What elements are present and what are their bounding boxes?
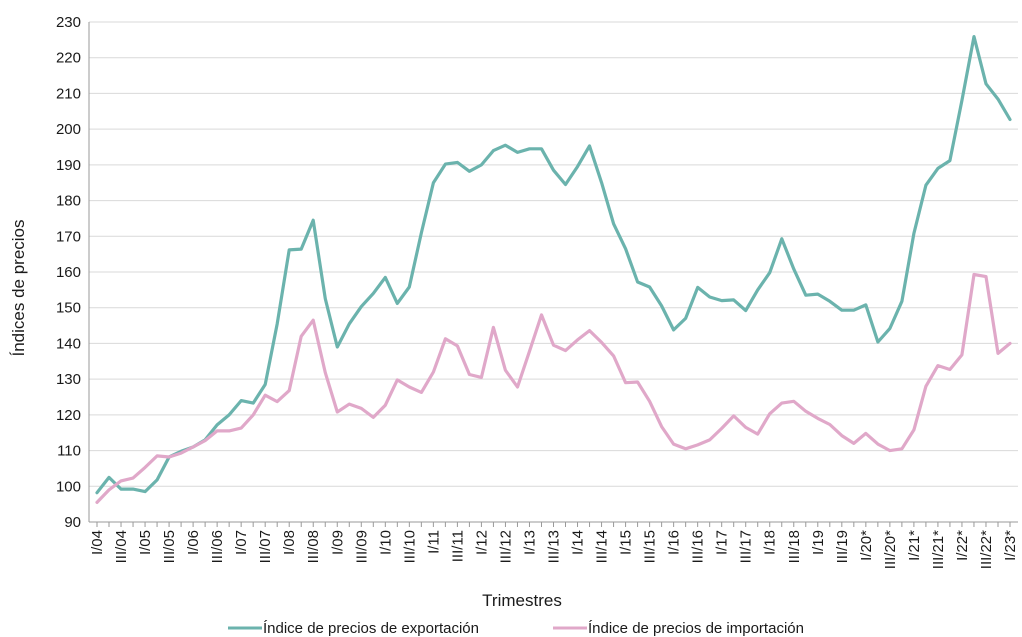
y-tick-label: 90 (64, 514, 81, 531)
y-tick-label: 200 (56, 121, 81, 138)
y-tick-label: 120 (56, 407, 81, 424)
legend-label-export: Índice de precios de exportación (263, 620, 479, 637)
x-tick-label: III/15 (642, 530, 659, 563)
x-tick-label: I/11 (425, 530, 442, 554)
y-tick-label: 220 (56, 50, 81, 67)
legend: Índice de precios de exportación Índice … (228, 620, 804, 637)
export-price-index-line (95, 34, 1012, 495)
series-lines (95, 34, 1012, 504)
x-tick-label: III/18 (786, 530, 803, 563)
y-tick-label: 190 (56, 157, 81, 174)
x-tick-label: III/07 (257, 530, 274, 563)
x-axis-title: Trimestres (482, 591, 562, 610)
y-gridlines (89, 21, 1018, 523)
x-tick-label: I/23* (1002, 530, 1019, 561)
x-tick-label: I/06 (185, 530, 202, 555)
x-tick-label: I/05 (137, 530, 154, 555)
x-tick-label: I/16 (666, 530, 683, 555)
x-tick-label: I/12 (473, 530, 490, 555)
x-tick-label: III/08 (305, 530, 322, 563)
x-tick-label: III/12 (497, 530, 514, 563)
x-tick-label: III/10 (401, 530, 418, 563)
y-tick-label: 210 (56, 85, 81, 102)
x-tick-label: III/09 (353, 530, 370, 563)
x-tick-label: III/20* (882, 530, 899, 569)
x-tick-label: I/09 (329, 530, 346, 555)
x-tick-label: I/08 (281, 530, 298, 555)
x-tick-label: I/17 (714, 530, 731, 555)
y-tick-label: 230 (56, 14, 81, 31)
x-tick-label: I/20* (858, 530, 875, 561)
y-tick-label: 180 (56, 193, 81, 210)
x-tick-label: I/21* (906, 530, 923, 561)
x-tick-label: III/14 (594, 530, 611, 563)
x-tick-label: I/19 (810, 530, 827, 555)
y-tick-label: 170 (56, 228, 81, 245)
y-tick-label: 130 (56, 371, 81, 388)
y-tick-label: 140 (56, 335, 81, 352)
x-tick-label: III/11 (449, 530, 466, 562)
x-tick-label: III/05 (161, 530, 178, 563)
x-tick-label: III/22* (978, 530, 995, 569)
x-tick-label: I/15 (618, 530, 635, 555)
x-axis-tick-labels: I/04 III/04 I/05 III/05 I/06 III/06 I/07 III/07… (89, 530, 1019, 569)
x-tick-label: III/06 (209, 530, 226, 563)
x-tick-label: I/22* (954, 530, 971, 561)
x-tick-label: I/07 (233, 530, 250, 555)
x-tick-label: III/17 (738, 530, 755, 563)
y-tick-label: 100 (56, 478, 81, 495)
x-tick-label: I/18 (762, 530, 779, 555)
x-tick-label: III/16 (690, 530, 707, 563)
x-tick-label: I/13 (521, 530, 538, 555)
x-tick-label: III/04 (113, 530, 130, 563)
x-tick-label: I/14 (570, 530, 587, 555)
axes (88, 22, 1018, 527)
y-axis-tick-labels: 90 100 110 120 130 140 150 160 170 180 190 200 210 22… (56, 14, 81, 531)
import-price-index-line (95, 272, 1012, 504)
x-tick-label: I/04 (89, 530, 106, 555)
y-tick-label: 160 (56, 264, 81, 281)
x-tick-label: I/10 (377, 530, 394, 555)
x-tick-label: III/13 (546, 530, 563, 563)
legend-label-import: Índice de precios de importación (588, 620, 804, 637)
y-axis-title: Índices de precios (9, 219, 28, 356)
y-tick-label: 150 (56, 300, 81, 317)
x-tick-label: III/21* (930, 530, 947, 569)
x-tick-label: III/19 (834, 530, 851, 563)
y-tick-label: 110 (57, 443, 81, 460)
